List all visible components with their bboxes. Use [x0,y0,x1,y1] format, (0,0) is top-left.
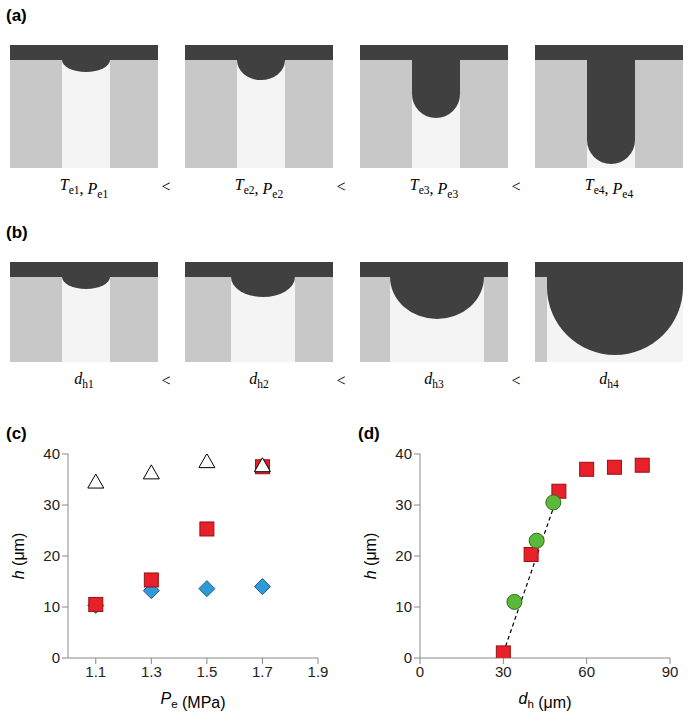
svg-text:1.1: 1.1 [85,663,106,680]
svg-text:<: < [336,178,345,195]
svg-text:30: 30 [395,496,412,513]
html-text:(d): (d) [358,424,380,443]
svg-text:0: 0 [416,663,424,680]
svg-text:Te1, Pe1: Te1, Pe1 [60,176,109,200]
svg-text:30: 30 [43,496,60,513]
svg-text:dh (μm): dh (μm) [519,690,572,711]
svg-text:0: 0 [52,649,60,666]
svg-text:1.3: 1.3 [141,663,162,680]
svg-text:Te2, Pe2: Te2, Pe2 [235,176,284,200]
svg-text:<: < [511,372,520,389]
svg-text:dh2: dh2 [249,370,269,390]
svg-text:10: 10 [43,598,60,615]
svg-text:60: 60 [578,663,595,680]
svg-text:dh1: dh1 [74,370,94,390]
svg-text:90: 90 [662,663,679,680]
svg-text:1.9: 1.9 [308,663,329,680]
svg-text:1.7: 1.7 [252,663,273,680]
svg-text:dh3: dh3 [424,370,444,390]
svg-text:<: < [161,178,170,195]
svg-text:Te3, Pe3: Te3, Pe3 [410,176,459,200]
svg-text:20: 20 [43,547,60,564]
svg-text:40: 40 [43,445,60,462]
html-text:(c): (c) [6,424,27,443]
svg-text:dh4: dh4 [599,370,619,390]
svg-text:10: 10 [395,598,412,615]
svg-text:1.5: 1.5 [196,663,217,680]
svg-text:(b): (b) [6,223,28,242]
svg-text:<: < [161,372,170,389]
svg-text:20: 20 [395,547,412,564]
svg-text:30: 30 [495,663,512,680]
svg-text:<: < [336,372,345,389]
svg-text:Pe (MPa): Pe (MPa) [160,690,225,711]
svg-text:40: 40 [395,445,412,462]
svg-text:h (μm): h (μm) [362,533,379,580]
svg-text:Te4, Pe4: Te4, Pe4 [585,176,634,200]
svg-text:h (μm): h (μm) [10,533,27,580]
svg-text:0: 0 [404,649,412,666]
svg-text:(a): (a) [6,6,27,25]
svg-text:<: < [511,178,520,195]
